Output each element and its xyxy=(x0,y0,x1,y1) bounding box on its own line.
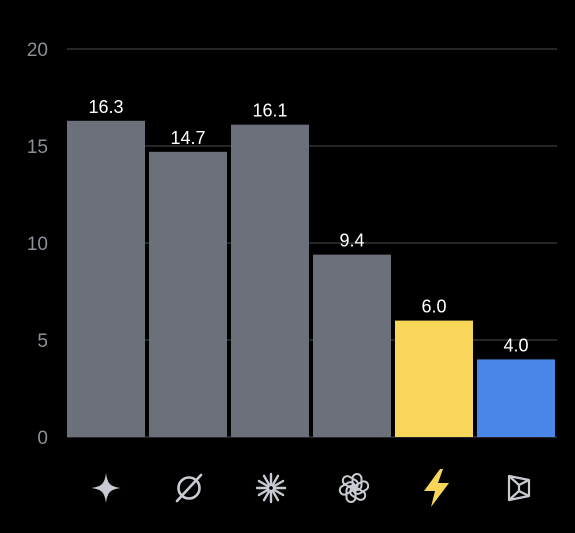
y-tick-label: 0 xyxy=(37,428,48,449)
bar-value-label: 16.1 xyxy=(252,101,287,121)
starburst-ray xyxy=(262,474,271,487)
bar-value-label: 4.0 xyxy=(503,335,528,355)
bar-claude xyxy=(231,124,309,437)
starburst-ray xyxy=(271,489,280,502)
bar-value-label: 16.3 xyxy=(88,97,123,117)
y-tick-label: 20 xyxy=(27,40,48,61)
bar-gemini xyxy=(67,120,145,437)
label-layer: 16.3 14.7 16.1 9.4 6.0 4.0 xyxy=(88,97,528,356)
starburst-ray xyxy=(272,479,285,488)
bar-value-label: 9.4 xyxy=(339,231,364,251)
grid-layer: 0 5 10 15 20 xyxy=(27,40,557,449)
x-axis-icons xyxy=(91,469,531,507)
bar-value-label: 14.7 xyxy=(170,128,205,148)
starburst-ray xyxy=(271,474,280,487)
claude-icon xyxy=(255,472,287,504)
bar-openai xyxy=(313,254,391,437)
bar-layer xyxy=(67,120,555,437)
starburst-ray xyxy=(257,488,270,497)
y-tick-label: 15 xyxy=(27,137,48,158)
y-tick-label: 5 xyxy=(37,331,48,352)
bar-lightning xyxy=(395,320,473,437)
y-tick-label: 10 xyxy=(27,234,48,255)
starburst-ray xyxy=(262,489,271,502)
bar-perplexity xyxy=(149,151,227,437)
gemini-icon xyxy=(91,473,121,503)
openai-icon xyxy=(338,473,370,503)
lightning-icon xyxy=(424,469,449,507)
starburst-ray xyxy=(257,479,270,488)
bar-value-label: 6.0 xyxy=(421,297,446,317)
cube-icon xyxy=(507,474,531,502)
starburst-ray xyxy=(272,488,285,497)
knot-loop xyxy=(341,475,359,490)
bar-cube xyxy=(477,359,555,437)
perplexity-icon xyxy=(175,473,203,503)
